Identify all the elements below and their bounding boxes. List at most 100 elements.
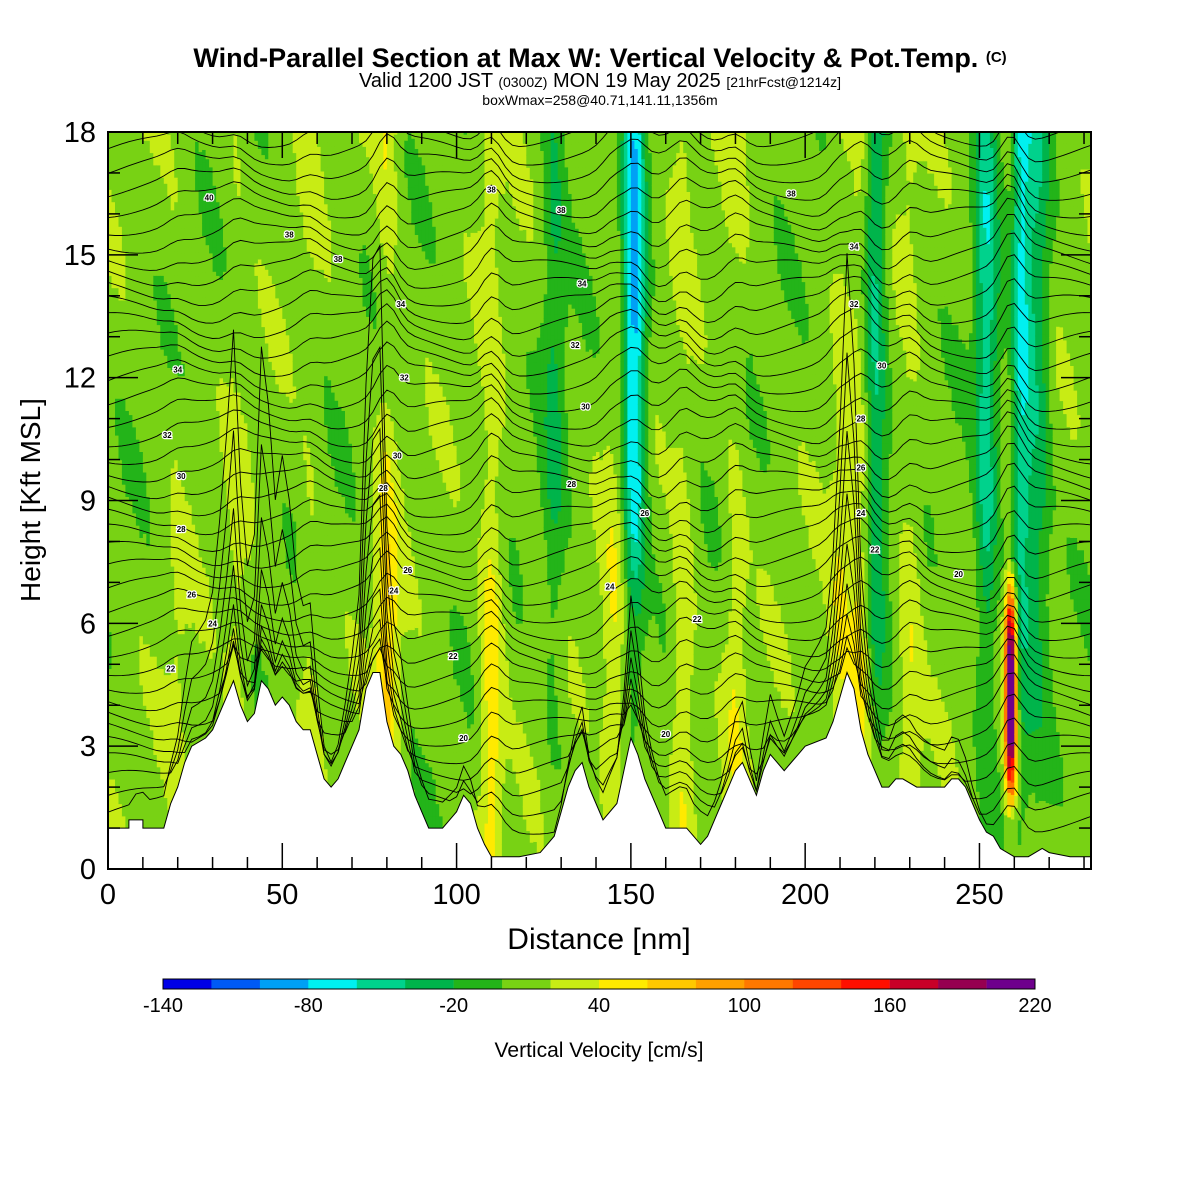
- velocity-cell: [216, 152, 221, 166]
- velocity-cell: [163, 723, 168, 737]
- velocity-cell: [163, 195, 168, 209]
- velocity-cell: [348, 185, 353, 199]
- velocity-cell: [425, 566, 430, 579]
- velocity-cell: [428, 742, 433, 755]
- velocity-cell: [439, 422, 444, 436]
- velocity-cell: [240, 512, 245, 526]
- velocity-cell: [345, 611, 350, 624]
- velocity-cell: [345, 586, 350, 600]
- velocity-cell: [177, 301, 182, 315]
- velocity-cell: [247, 142, 252, 156]
- velocity-cell: [411, 371, 416, 385]
- velocity-cell: [202, 309, 207, 322]
- velocity-cell: [135, 623, 140, 637]
- velocity-cell: [348, 357, 353, 371]
- velocity-cell: [132, 721, 137, 735]
- velocity-cell: [121, 164, 126, 178]
- velocity-cell: [425, 639, 430, 653]
- velocity-cell: [153, 496, 158, 510]
- velocity-cell: [115, 201, 120, 215]
- velocity-cell: [135, 132, 140, 145]
- velocity-cell: [421, 570, 426, 583]
- velocity-cell: [115, 557, 120, 571]
- velocity-cell: [421, 275, 426, 289]
- velocity-cell: [372, 316, 377, 330]
- velocity-cell: [331, 760, 336, 774]
- velocity-cell: [282, 441, 287, 454]
- velocity-cell: [404, 164, 409, 178]
- velocity-cell: [278, 588, 283, 602]
- velocity-cell: [278, 269, 283, 283]
- velocity-cell: [243, 361, 248, 375]
- velocity-cell: [421, 336, 426, 350]
- velocity-cell: [198, 618, 203, 632]
- velocity-cell: [435, 496, 440, 510]
- velocity-cell: [149, 385, 154, 399]
- velocity-cell: [303, 582, 308, 596]
- velocity-cell: [421, 435, 426, 448]
- velocity-cell: [118, 705, 123, 719]
- velocity-cell: [216, 692, 221, 706]
- velocity-cell: [254, 398, 259, 411]
- velocity-cell: [125, 263, 130, 276]
- velocity-cell: [237, 158, 242, 172]
- velocity-cell: [174, 557, 179, 571]
- velocity-cell: [202, 677, 207, 691]
- velocity-cell: [348, 688, 353, 702]
- velocity-cell: [418, 439, 423, 452]
- velocity-cell: [202, 321, 207, 335]
- velocity-cell: [174, 263, 179, 276]
- velocity-cell: [223, 160, 228, 174]
- velocity-cell: [376, 525, 381, 538]
- velocity-cell: [170, 357, 175, 371]
- velocity-cell: [428, 140, 433, 154]
- velocity-cell: [327, 711, 332, 725]
- velocity-cell: [400, 746, 405, 760]
- velocity-cell: [435, 778, 440, 792]
- velocity-cell: [331, 527, 336, 540]
- velocity-cell: [334, 572, 339, 586]
- velocity-cell: [338, 664, 343, 678]
- velocity-cell: [327, 132, 332, 135]
- velocity-cell: [352, 287, 357, 301]
- velocity-cell: [198, 483, 203, 496]
- velocity-cell: [285, 408, 290, 422]
- velocity-cell: [111, 435, 116, 448]
- velocity-cell: [121, 607, 126, 620]
- velocity-cell: [435, 668, 440, 682]
- velocity-cell: [132, 168, 137, 182]
- velocity-cell: [275, 175, 280, 188]
- velocity-cell: [135, 304, 140, 317]
- velocity-cell: [393, 576, 398, 590]
- velocity-cell: [369, 320, 374, 334]
- velocity-cell: [198, 397, 203, 410]
- velocity-cell: [411, 641, 416, 655]
- velocity-cell: [313, 318, 318, 332]
- velocity-cell: [324, 670, 329, 684]
- velocity-cell: [177, 719, 182, 733]
- velocity-cell: [257, 566, 262, 579]
- box-max-info: boxWmax=258@40.71,141.11,1356m: [482, 92, 718, 108]
- velocity-cell: [327, 613, 332, 626]
- velocity-cell: [198, 716, 203, 730]
- velocity-cell: [163, 735, 168, 749]
- velocity-cell: [400, 598, 405, 612]
- velocity-cell: [393, 453, 398, 467]
- velocity-cell: [188, 516, 193, 530]
- velocity-cell: [439, 385, 444, 399]
- velocity-cell: [421, 373, 426, 387]
- velocity-cell: [142, 754, 147, 768]
- velocity-cell: [254, 312, 259, 326]
- velocity-cell: [163, 207, 168, 221]
- velocity-cell: [397, 396, 402, 409]
- velocity-cell: [289, 144, 294, 158]
- velocity-cell: [334, 658, 339, 671]
- velocity-cell: [355, 475, 360, 489]
- velocity-cell: [254, 422, 259, 436]
- velocity-cell: [327, 220, 332, 233]
- velocity-cell: [414, 160, 419, 174]
- velocity-cell: [111, 594, 116, 608]
- velocity-cell: [142, 643, 147, 657]
- velocity-cell: [111, 250, 116, 264]
- velocity-cell: [163, 256, 168, 270]
